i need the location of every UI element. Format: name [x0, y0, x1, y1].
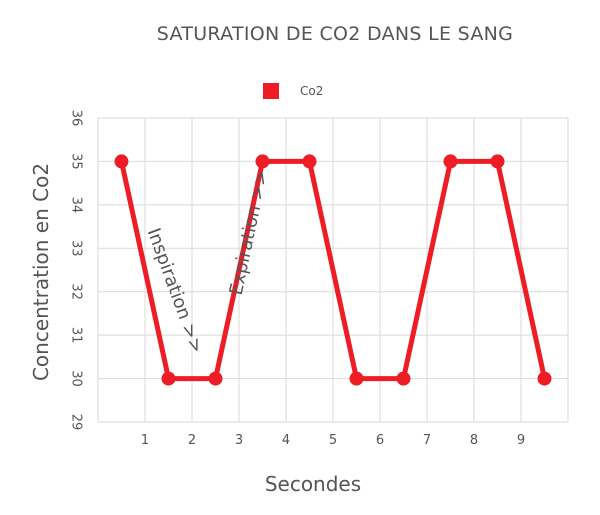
- legend-swatch-co2: [263, 83, 279, 99]
- x-tick-label: 5: [329, 433, 337, 448]
- y-tick-label: 29: [69, 414, 84, 431]
- legend: Co2: [263, 83, 323, 99]
- legend-label-co2: Co2: [300, 84, 323, 98]
- x-tick-label: 8: [470, 433, 478, 448]
- y-tick-label: 33: [69, 240, 84, 257]
- y-axis-ticks: 29 30 31 32 33 34 35 36: [69, 110, 84, 431]
- grid: [97, 117, 569, 423]
- annotation-label: Expiration >>: [226, 168, 273, 297]
- y-tick-label: 35: [69, 153, 84, 170]
- x-tick-label: 1: [141, 433, 149, 448]
- chart-title: SATURATION DE CO2 DANS LE SANG: [157, 23, 513, 45]
- data-point: [208, 371, 223, 386]
- y-axis-title: Concentration en Co2: [29, 163, 53, 381]
- data-point: [161, 371, 176, 386]
- x-tick-label: 6: [376, 433, 384, 448]
- x-tick-label: 7: [423, 433, 431, 448]
- x-tick-label: 3: [235, 433, 243, 448]
- data-point: [443, 154, 458, 169]
- annotation-label: Inspiration >>: [143, 225, 208, 356]
- data-point: [396, 371, 411, 386]
- series-layer: [114, 154, 552, 386]
- data-point: [349, 371, 364, 386]
- data-point: [255, 154, 270, 169]
- data-point: [114, 154, 129, 169]
- data-point: [490, 154, 505, 169]
- y-tick-label: 30: [69, 370, 84, 387]
- x-axis-ticks: 1 2 3 4 5 6 7 8 9: [141, 433, 525, 448]
- y-tick-label: 34: [69, 197, 84, 214]
- x-tick-label: 2: [188, 433, 196, 448]
- annotations: Inspiration >> Expiration >>: [143, 168, 273, 356]
- data-point: [302, 154, 317, 169]
- data-point: [537, 371, 552, 386]
- series-line-co2: [119, 158, 547, 382]
- y-tick-label: 31: [69, 327, 84, 344]
- y-tick-label: 36: [69, 110, 84, 127]
- x-tick-label: 9: [517, 433, 525, 448]
- x-axis-title: Secondes: [265, 472, 361, 496]
- x-tick-label: 4: [282, 433, 290, 448]
- y-tick-label: 32: [69, 283, 84, 300]
